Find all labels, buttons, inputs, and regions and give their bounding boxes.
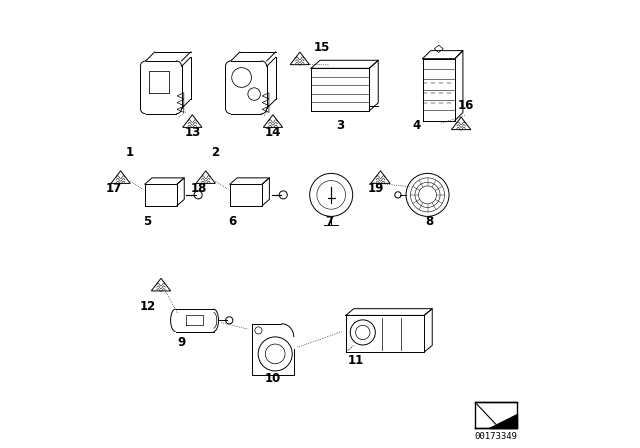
- Text: 00173349: 00173349: [474, 432, 517, 441]
- Text: 17: 17: [106, 181, 122, 195]
- Text: 9: 9: [177, 336, 185, 349]
- Text: 10: 10: [265, 372, 281, 385]
- Text: 13: 13: [184, 125, 200, 139]
- Text: 7: 7: [325, 215, 333, 228]
- Text: 8: 8: [426, 215, 434, 228]
- Text: 16: 16: [458, 99, 474, 112]
- Text: 5: 5: [143, 215, 152, 228]
- Text: 3: 3: [336, 119, 344, 132]
- Text: 2: 2: [211, 146, 219, 159]
- Text: 4: 4: [412, 119, 420, 132]
- Text: 1: 1: [125, 146, 134, 159]
- Text: 18: 18: [191, 181, 207, 195]
- Text: 15: 15: [314, 40, 330, 54]
- Text: 12: 12: [140, 300, 156, 314]
- Text: 14: 14: [265, 125, 281, 139]
- Polygon shape: [490, 414, 517, 428]
- Text: 19: 19: [368, 181, 384, 195]
- Text: 11: 11: [348, 354, 364, 367]
- Text: 6: 6: [228, 215, 237, 228]
